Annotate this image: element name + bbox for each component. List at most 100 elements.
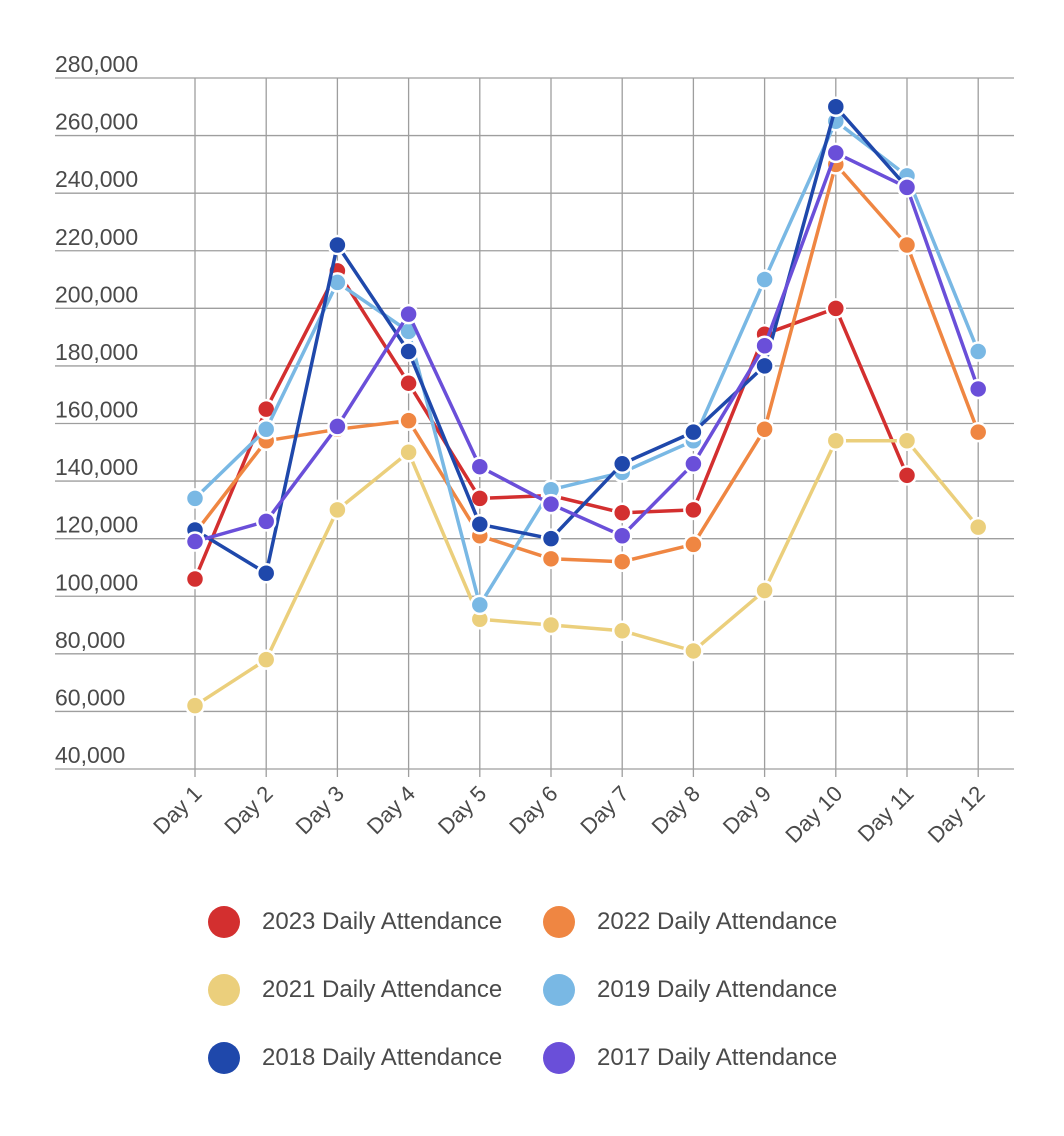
legend-marker-2018 <box>208 1042 240 1074</box>
y-tick-label: 280,000 <box>55 51 138 77</box>
data-point[interactable] <box>967 341 989 362</box>
x-tick-label: Day 2 <box>219 781 277 839</box>
data-point[interactable] <box>754 269 775 290</box>
data-point[interactable] <box>896 177 918 198</box>
data-point[interactable] <box>683 534 704 555</box>
x-tick-label: Day 10 <box>780 781 847 848</box>
data-point[interactable] <box>611 502 633 524</box>
data-point[interactable] <box>683 499 704 521</box>
legend-marker-2017 <box>543 1042 575 1074</box>
data-point[interactable] <box>255 649 277 670</box>
x-tick-label: Day 3 <box>291 781 349 839</box>
data-point[interactable] <box>255 419 277 440</box>
grid-lines <box>55 77 1014 777</box>
x-tick-label: Day 12 <box>923 781 990 848</box>
data-point[interactable] <box>825 96 847 118</box>
data-point[interactable] <box>184 568 206 590</box>
data-point[interactable] <box>754 580 775 601</box>
data-point[interactable] <box>184 488 206 509</box>
series-line <box>193 162 980 564</box>
legend-marker-2021 <box>208 974 240 1006</box>
data-point[interactable] <box>967 516 989 538</box>
y-tick-label: 60,000 <box>55 684 125 710</box>
data-point[interactable] <box>469 514 491 535</box>
legend-marker-2019 <box>543 974 575 1006</box>
data-point[interactable] <box>540 493 562 515</box>
data-point[interactable] <box>896 465 918 486</box>
x-tick-label: Day 9 <box>718 781 776 839</box>
data-point[interactable] <box>754 355 775 377</box>
legend-marker-2023 <box>208 906 240 938</box>
legend-label-2022: 2022 Daily Attendance <box>597 908 838 935</box>
data-point[interactable] <box>398 372 419 394</box>
data-point[interactable] <box>611 551 633 572</box>
data-point[interactable] <box>469 594 491 616</box>
data-point[interactable] <box>683 421 704 443</box>
data-point[interactable] <box>540 548 562 570</box>
data-point[interactable] <box>255 562 277 584</box>
data-point[interactable] <box>540 614 562 636</box>
data-point[interactable] <box>398 303 419 325</box>
data-point[interactable] <box>825 430 847 452</box>
legend-item-2019[interactable]: 2019 Daily Attendance <box>543 974 837 1006</box>
data-point[interactable] <box>896 430 918 452</box>
data-point[interactable] <box>540 528 562 549</box>
data-point[interactable] <box>255 511 277 532</box>
data-point[interactable] <box>825 142 847 164</box>
legend-item-2017[interactable]: 2017 Daily Attendance <box>543 1042 837 1074</box>
legend-label-2021: 2021 Daily Attendance <box>262 976 503 1003</box>
data-point[interactable] <box>611 620 633 642</box>
legend-label-2017: 2017 Daily Attendance <box>597 1044 838 1071</box>
data-point[interactable] <box>184 531 206 552</box>
data-point[interactable] <box>611 453 633 475</box>
data-point[interactable] <box>967 378 989 400</box>
y-tick-label: 120,000 <box>55 512 138 538</box>
series-group <box>184 96 989 716</box>
x-tick-label: Day 7 <box>575 781 633 839</box>
legend-label-2018: 2018 Daily Attendance <box>262 1044 503 1071</box>
legend-marker-2022 <box>543 906 575 938</box>
y-tick-label: 260,000 <box>55 109 138 135</box>
y-tick-label: 200,000 <box>55 281 138 307</box>
data-point[interactable] <box>398 341 419 362</box>
x-tick-label: Day 1 <box>148 781 206 839</box>
data-point[interactable] <box>611 525 633 547</box>
y-tick-label: 180,000 <box>55 339 138 365</box>
data-point[interactable] <box>825 298 847 319</box>
x-tick-label: Day 8 <box>647 781 705 839</box>
legend-item-2023[interactable]: 2023 Daily Attendance <box>208 906 502 938</box>
data-point[interactable] <box>327 416 348 437</box>
y-tick-label: 240,000 <box>55 166 138 192</box>
data-point[interactable] <box>469 456 491 477</box>
x-tick-label: Day 6 <box>504 781 562 839</box>
data-point[interactable] <box>184 695 206 716</box>
y-axis: 40,000 60,000 80,000 100,000 120,000 140,000 1… <box>55 51 138 768</box>
legend-item-2018[interactable]: 2018 Daily Attendance <box>208 1042 502 1074</box>
data-point[interactable] <box>754 419 775 440</box>
y-tick-label: 220,000 <box>55 224 138 250</box>
data-point[interactable] <box>967 421 989 443</box>
series-line <box>194 439 980 708</box>
data-point[interactable] <box>683 640 704 662</box>
line-chart: 40,000 60,000 80,000 100,000 120,000 140,000 1… <box>55 51 1014 848</box>
data-point[interactable] <box>398 442 419 463</box>
data-point[interactable] <box>754 335 775 357</box>
data-point[interactable] <box>398 410 419 431</box>
data-point[interactable] <box>683 453 704 475</box>
y-tick-label: 40,000 <box>55 742 125 768</box>
legend-item-2022[interactable]: 2022 Daily Attendance <box>543 906 837 938</box>
x-tick-label: Day 4 <box>362 781 420 839</box>
data-point[interactable] <box>327 234 348 256</box>
x-tick-label: Day 5 <box>433 781 491 839</box>
series-line <box>194 151 980 544</box>
series-5 <box>184 142 989 552</box>
y-tick-label: 80,000 <box>55 627 125 653</box>
legend-item-2021[interactable]: 2021 Daily Attendance <box>208 974 502 1006</box>
y-tick-label: 100,000 <box>55 569 138 595</box>
data-point[interactable] <box>327 499 348 521</box>
legend-label-2023: 2023 Daily Attendance <box>262 908 503 935</box>
legend-label-2019: 2019 Daily Attendance <box>597 976 838 1003</box>
data-point[interactable] <box>896 234 918 256</box>
x-tick-label: Day 11 <box>853 781 919 847</box>
series-1 <box>184 154 989 572</box>
